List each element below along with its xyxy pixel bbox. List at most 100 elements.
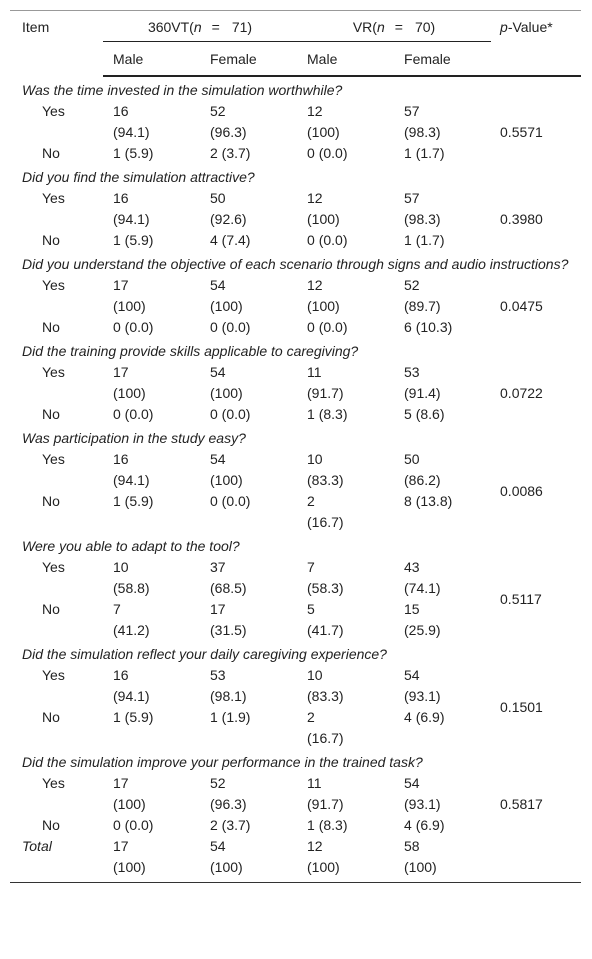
cell-line: 17 — [113, 277, 129, 293]
cell-line: 52 — [404, 277, 420, 293]
cell-line: 57 — [404, 190, 420, 206]
cell-line: 1 (5.9) — [113, 232, 154, 248]
question: Did the training provide skills applicab… — [22, 343, 359, 359]
cell-line: (89.7) — [404, 298, 441, 314]
p-value: 0.5571 — [500, 124, 543, 140]
answer-row: Yes 17 (100) 52 (96.3) 11 (91.7) 54 (93.1) 0.5817 — [10, 773, 581, 815]
cell-line: 37 — [210, 559, 226, 575]
cell-line: 54 — [210, 364, 226, 380]
cell-line: (91.7) — [307, 385, 344, 401]
p-value: 0.0086 — [500, 482, 543, 499]
answer-label: Yes — [42, 190, 65, 206]
data-cell: 0 (0.0) — [200, 404, 297, 425]
answer-row: No 0 (0.0) 0 (0.0) 0 (0.0) 6 (10.3) — [10, 317, 581, 338]
cell-line: (16.7) — [307, 730, 344, 746]
cell-line: (86.2) — [404, 472, 441, 488]
cell-line: (92.6) — [210, 211, 247, 227]
answer-row: No 1 (5.9) 2 (3.7) 0 (0.0) 1 (1.7) — [10, 143, 581, 164]
cell-line: 0 (0.0) — [210, 319, 251, 335]
cell-line: (100) — [210, 859, 243, 875]
cell-line: (94.1) — [113, 211, 150, 227]
data-cell: 0 (0.0) — [103, 317, 200, 338]
cell-line: (100) — [307, 298, 340, 314]
p-value: 0.0475 — [500, 298, 543, 314]
cell-line: 16 — [113, 667, 129, 683]
data-cell: 37 (68.5) — [200, 557, 297, 599]
data-cell: 1 (8.3) — [297, 404, 394, 425]
data-cell: 54 (93.1) — [394, 665, 491, 707]
results-table: Item 360VT(n = 71) VR(n = 70) p-Value* Male … — [10, 10, 582, 883]
data-cell: 54 (100) — [200, 449, 297, 491]
cell-line: 1 (8.3) — [307, 817, 348, 833]
cell-line: 10 — [307, 667, 323, 683]
group-name: VR( — [352, 19, 377, 35]
answer-row: No 7 (41.2) 17 (31.5) 5 (41.7) 15 (25.9) — [10, 599, 581, 641]
cell-line: 12 — [307, 190, 323, 206]
cell-line: (100) — [307, 859, 340, 875]
data-cell: 50 (92.6) — [200, 188, 297, 230]
cell-line: 1 (5.9) — [113, 145, 154, 161]
table-body: Was the time invested in the simulation … — [10, 76, 581, 883]
cell-line: (93.1) — [404, 688, 441, 704]
cell-line: 11 — [307, 775, 322, 791]
cell-line: 11 — [307, 364, 322, 380]
answer-row: No 1 (5.9) 4 (7.4) 0 (0.0) 1 (1.7) — [10, 230, 581, 251]
cell-line: (83.3) — [307, 472, 344, 488]
data-cell: 0 (0.0) — [200, 317, 297, 338]
answer-row: Yes 17 (100) 54 (100) 11 (91.7) 53 (91.4) 0.0722 — [10, 362, 581, 404]
data-cell: 0 (0.0) — [297, 143, 394, 164]
answer-label: No — [42, 493, 60, 509]
data-cell: 58 (100) — [394, 836, 491, 883]
data-cell: 11 (91.7) — [297, 773, 394, 815]
cell-line: (58.8) — [113, 580, 150, 596]
data-cell: 54 (100) — [200, 836, 297, 883]
data-cell: 53 (98.1) — [200, 665, 297, 707]
cell-line: (74.1) — [404, 580, 441, 596]
data-cell: 11 (91.7) — [297, 362, 394, 404]
data-cell: 1 (5.9) — [103, 230, 200, 251]
data-cell: 54 (100) — [200, 275, 297, 317]
data-cell: 52 (96.3) — [200, 773, 297, 815]
data-cell: 5 (8.6) — [394, 404, 491, 425]
cell-line: (94.1) — [113, 688, 150, 704]
data-cell: 1 (8.3) — [297, 815, 394, 836]
cell-line: 10 — [307, 451, 323, 467]
answer-label: No — [42, 406, 60, 422]
data-cell: 4 (6.9) — [394, 707, 491, 749]
question: Did you understand the objective of each… — [22, 256, 569, 272]
cell-line: (100) — [113, 298, 146, 314]
answer-row: Yes 16 (94.1) 54 (100) 10 (83.3) 50 (86.2) 0.0086 — [10, 449, 581, 499]
data-cell: 12 (100) — [297, 275, 394, 317]
cell-line: 1 (5.9) — [113, 709, 154, 725]
p-italic: p — [500, 19, 508, 35]
answer-row: Yes 17 (100) 54 (100) 12 (100) 52 (89.7) 0.0475 — [10, 275, 581, 317]
answer-row: Yes 16 (94.1) 52 (96.3) 12 (100) 57 (98.3) 0.5571 — [10, 101, 581, 143]
cell-line: 50 — [210, 190, 226, 206]
group-n: n — [376, 19, 385, 35]
data-cell: 0 (0.0) — [297, 317, 394, 338]
cell-line: 0 (0.0) — [210, 406, 251, 422]
answer-row: No 1 (5.9) 1 (1.9) 2 (16.7) 4 (6.9) — [10, 707, 581, 749]
cell-line: (93.1) — [404, 796, 441, 812]
cell-line: 54 — [210, 838, 226, 854]
question: Did you find the simulation attractive? — [22, 169, 255, 185]
cell-line: (96.3) — [210, 124, 247, 140]
data-cell: 8 (13.8) — [394, 491, 491, 533]
cell-line: 57 — [404, 103, 420, 119]
cell-line: 12 — [307, 277, 323, 293]
p-value: 0.3980 — [500, 211, 543, 227]
cell-line: (91.4) — [404, 385, 441, 401]
answer-label: Yes — [42, 667, 65, 683]
subheader: Male — [103, 45, 200, 77]
data-cell: 1 (5.9) — [103, 143, 200, 164]
data-cell: 2 (3.7) — [200, 815, 297, 836]
answer-label: Yes — [42, 775, 65, 791]
question-row: Was participation in the study easy? — [10, 425, 581, 449]
cell-line: 52 — [210, 775, 226, 791]
data-cell: 0 (0.0) — [103, 404, 200, 425]
subheader: Female — [200, 45, 298, 77]
cell-line: (58.3) — [307, 580, 344, 596]
cell-line: (100) — [307, 124, 340, 140]
cell-line: (16.7) — [307, 514, 344, 530]
